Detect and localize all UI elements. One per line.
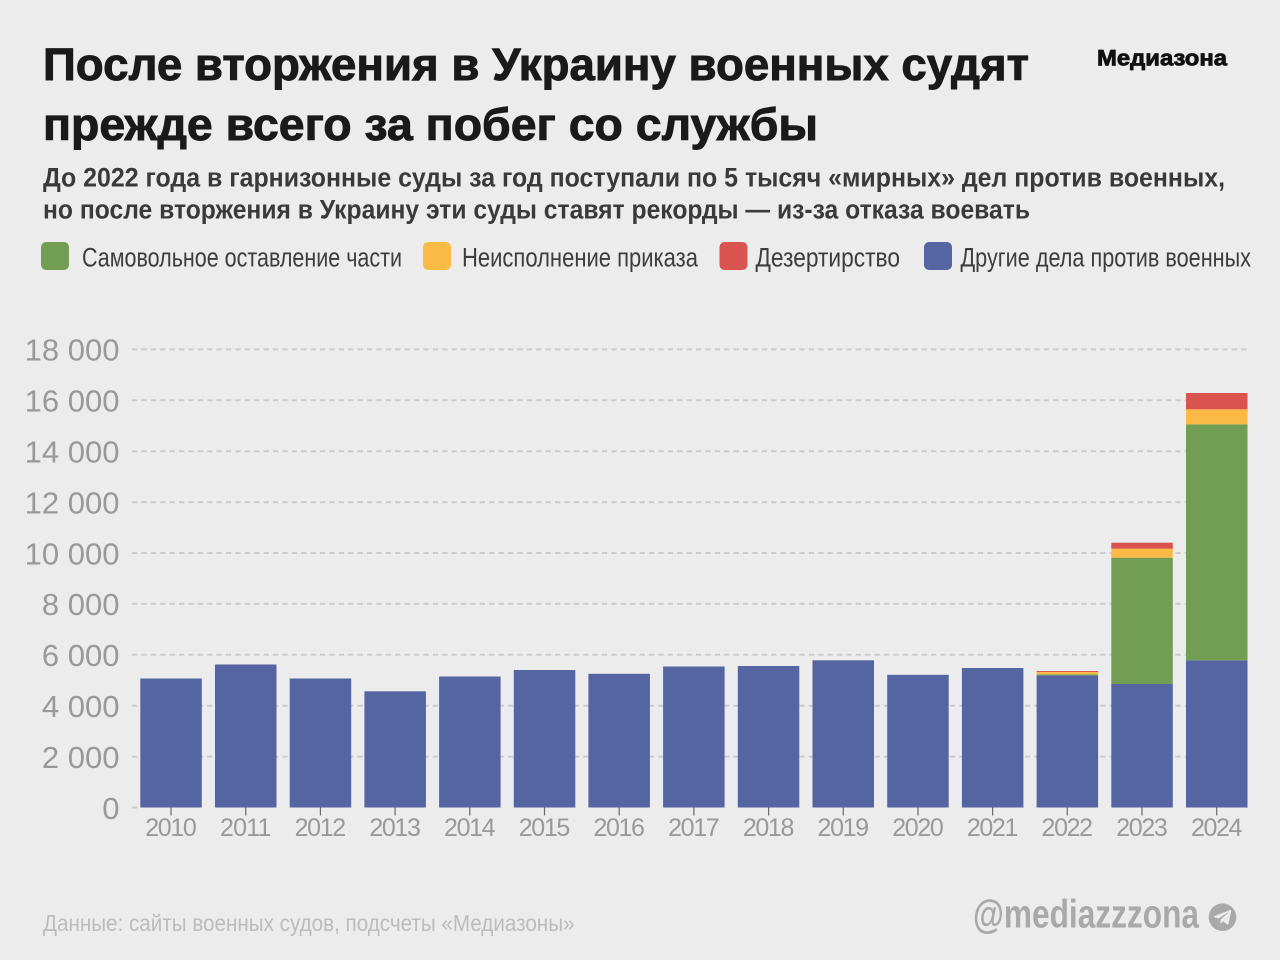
svg-text:14 000: 14 000 (25, 435, 120, 470)
svg-text:18 000: 18 000 (25, 333, 120, 368)
svg-text:но после вторжения в Украину э: но после вторжения в Украину эти суды ст… (43, 195, 1030, 225)
svg-text:2013: 2013 (369, 814, 421, 842)
svg-text:Дезертирство: Дезертирство (756, 243, 901, 273)
svg-text:10 000: 10 000 (25, 536, 120, 571)
svg-text:прежде всего за побег со служб: прежде всего за побег со службы (43, 99, 818, 150)
svg-text:2010: 2010 (145, 814, 197, 842)
svg-text:2011: 2011 (220, 814, 272, 842)
svg-text:2020: 2020 (892, 814, 944, 842)
svg-text:До 2022 года в гарнизонные суд: До 2022 года в гарнизонные суды за год п… (43, 163, 1225, 193)
svg-text:4 000: 4 000 (42, 689, 120, 724)
svg-text:@mediazzzona: @mediazzzona (973, 893, 1200, 937)
svg-text:2016: 2016 (593, 814, 645, 842)
svg-text:Другие дела против военных: Другие дела против военных (961, 243, 1252, 273)
svg-text:Неисполнение приказа: Неисполнение приказа (462, 243, 699, 273)
svg-text:2018: 2018 (743, 814, 795, 842)
svg-text:2017: 2017 (668, 814, 720, 842)
svg-text:Данные: сайты военных судов, п: Данные: сайты военных судов, подсчеты «М… (43, 910, 575, 936)
svg-text:2019: 2019 (818, 814, 870, 842)
svg-text:0: 0 (102, 791, 119, 826)
svg-text:2014: 2014 (444, 814, 496, 842)
svg-text:8 000: 8 000 (42, 587, 120, 622)
svg-text:16 000: 16 000 (25, 384, 120, 419)
svg-text:Медиазона: Медиазона (1097, 46, 1228, 71)
svg-text:После вторжения в Украину воен: После вторжения в Украину военных судят (43, 39, 1029, 90)
svg-text:6 000: 6 000 (42, 638, 120, 673)
svg-text:Самовольное оставление части: Самовольное оставление части (82, 243, 402, 273)
svg-text:2024: 2024 (1191, 814, 1243, 842)
svg-text:2022: 2022 (1042, 814, 1094, 842)
svg-text:2 000: 2 000 (42, 740, 120, 775)
svg-text:2015: 2015 (519, 814, 571, 842)
svg-text:2021: 2021 (967, 814, 1019, 842)
svg-text:2023: 2023 (1116, 814, 1168, 842)
svg-text:12 000: 12 000 (25, 485, 120, 520)
svg-text:2012: 2012 (295, 814, 347, 842)
